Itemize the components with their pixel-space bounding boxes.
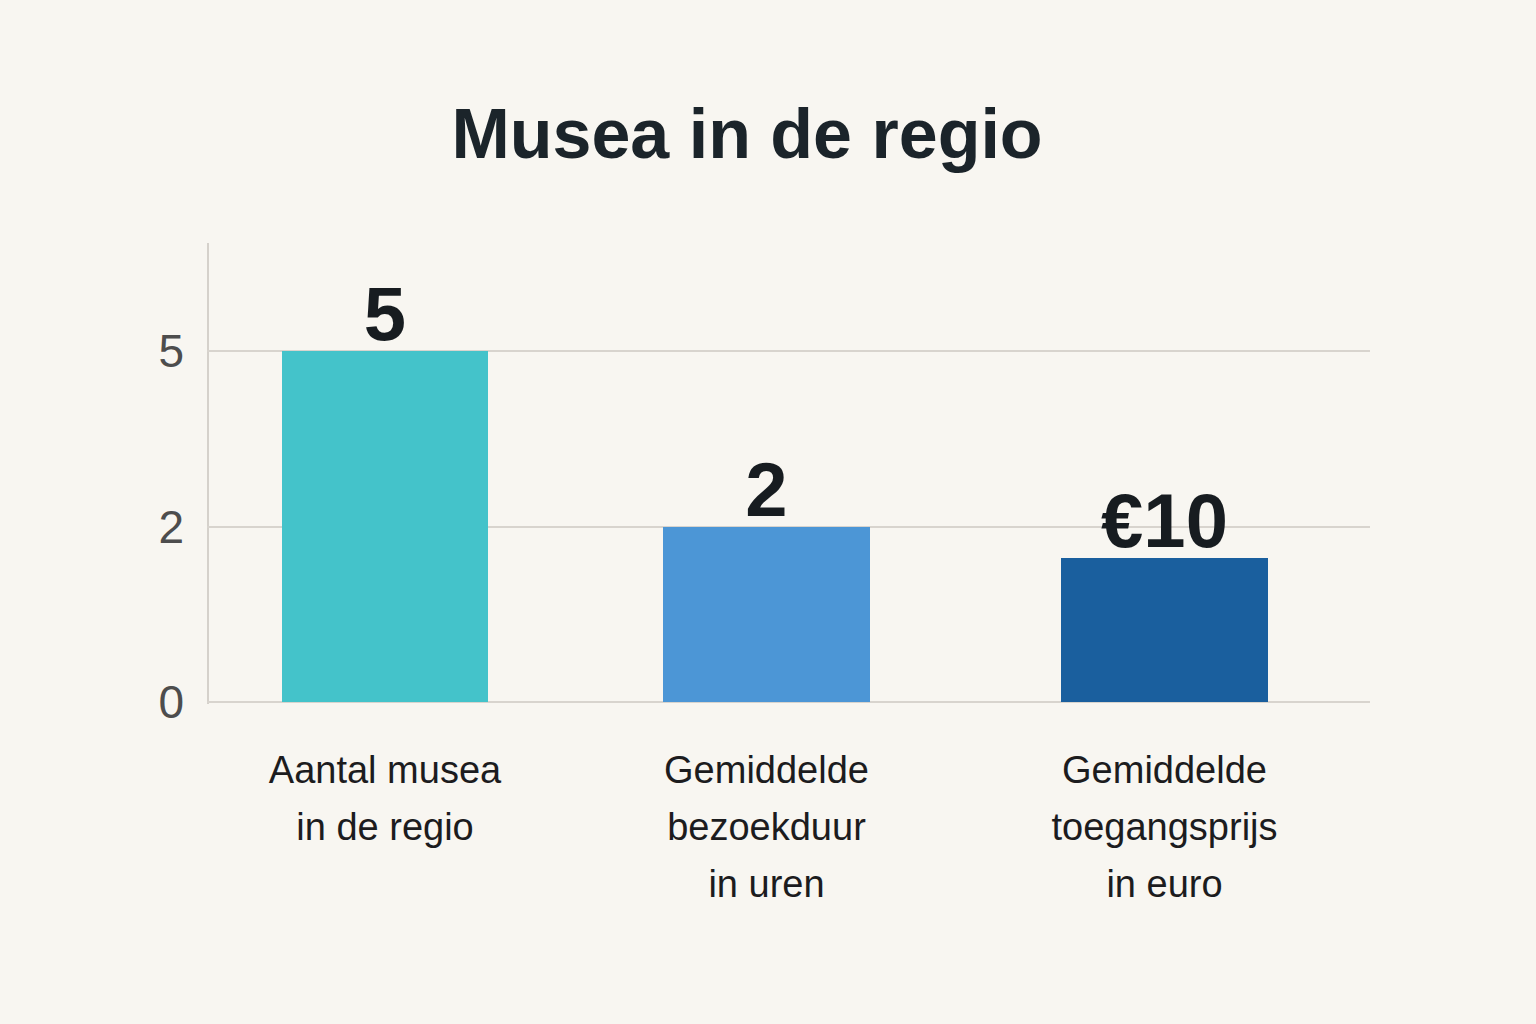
bar-3 [1061, 558, 1268, 702]
bar-value-label: €10 [1101, 483, 1228, 559]
y-tick-label: 2 [74, 499, 184, 555]
bar-category-label: Aantal museain de regio [269, 742, 501, 856]
chart-canvas: Musea in de regio 0255Aantal museain de … [0, 0, 1536, 1024]
bar-category-label: Gemiddeldebezoekduurin uren [664, 742, 869, 913]
bar-category-line: in euro [1051, 856, 1277, 913]
y-tick-label: 0 [74, 674, 184, 730]
bar-category-line: Gemiddelde [1051, 742, 1277, 799]
plot-area: 0255Aantal museain de regio2Gemiddeldebe… [0, 0, 1536, 1024]
y-tick-label: 5 [74, 323, 184, 379]
bar-category-line: in de regio [269, 799, 501, 856]
bar-category-line: Gemiddelde [664, 742, 869, 799]
bar-category-label: Gemiddeldetoegangsprijsin euro [1051, 742, 1277, 913]
bar-value-label: 2 [745, 452, 787, 528]
bar-2 [663, 527, 870, 702]
y-axis-line [207, 243, 209, 704]
bar-category-line: bezoekduur [664, 799, 869, 856]
bar-1 [282, 351, 488, 702]
bar-category-line: Aantal musea [269, 742, 501, 799]
bar-category-line: in uren [664, 856, 869, 913]
bar-category-line: toegangsprijs [1051, 799, 1277, 856]
bar-value-label: 5 [364, 276, 406, 352]
